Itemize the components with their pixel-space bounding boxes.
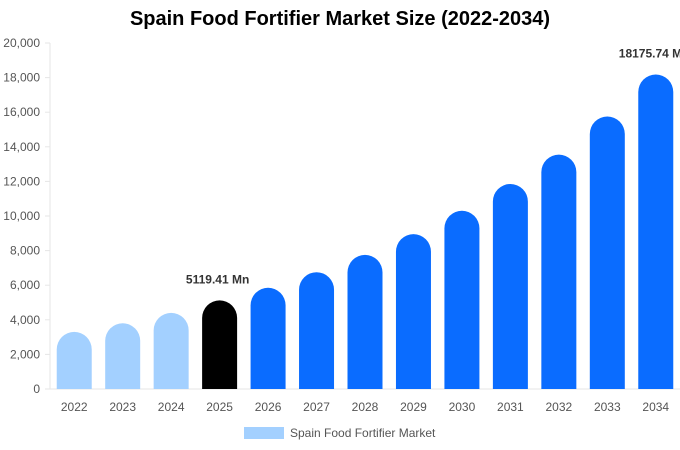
bar-2029[interactable]	[395, 234, 431, 389]
x-tick-label: 2029	[400, 400, 427, 414]
x-tick-label: 2030	[449, 400, 476, 414]
legend[interactable]: Spain Food Fortifier Market	[244, 426, 436, 440]
bar-2030[interactable]	[444, 210, 480, 389]
bar-2026[interactable]	[250, 287, 286, 389]
data-label-2034: 18175.74 Mn	[619, 47, 680, 61]
x-tick-label: 2022	[61, 400, 88, 414]
y-tick-label: 6,000	[10, 278, 40, 292]
x-tick-label: 2031	[497, 400, 524, 414]
chart-title: Spain Food Fortifier Market Size (2022-2…	[129, 8, 551, 30]
y-tick-label: 10,000	[3, 209, 40, 223]
x-tick-label: 2024	[158, 400, 185, 414]
x-tick-label: 2027	[303, 400, 330, 414]
bar-2034[interactable]	[638, 74, 674, 390]
x-tick-label: 2032	[545, 400, 572, 414]
bar-2025[interactable]	[202, 300, 238, 389]
x-tick-label: 2034	[642, 400, 669, 414]
x-axis-ticks: 2022 2023 2024 2025 2026 2027 2028 2029 2030 2031…	[61, 400, 670, 414]
x-tick-label: 2026	[255, 400, 282, 414]
bar-2032[interactable]	[541, 154, 577, 389]
y-tick-label: 2,000	[10, 347, 40, 361]
data-label-2025: 5119.41 Mn	[186, 272, 249, 286]
x-tick-label: 2023	[109, 400, 136, 414]
legend-swatch[interactable]	[244, 427, 284, 439]
y-tick-label: 0	[33, 382, 40, 396]
bar-2023[interactable]	[105, 323, 141, 389]
y-tick-label: 18,000	[3, 71, 40, 85]
bar-2031[interactable]	[492, 183, 528, 389]
bar-2027[interactable]	[299, 272, 335, 389]
y-tick-label: 4,000	[10, 313, 40, 327]
y-tick-label: 8,000	[10, 244, 40, 258]
y-axis-ticks: 0 2,000 4,000 6,000 8,000 10,000 12,000 14,000 1…	[3, 36, 50, 396]
x-tick-label: 2028	[352, 400, 379, 414]
y-tick-label: 12,000	[3, 174, 40, 188]
x-tick-label: 2033	[594, 400, 621, 414]
bars-group	[56, 74, 674, 390]
bar-2024[interactable]	[153, 312, 189, 389]
y-tick-label: 16,000	[3, 105, 40, 119]
y-tick-label: 20,000	[3, 36, 40, 50]
bar-2033[interactable]	[589, 116, 625, 389]
bar-2028[interactable]	[347, 254, 383, 389]
y-tick-label: 14,000	[3, 140, 40, 154]
legend-label[interactable]: Spain Food Fortifier Market	[290, 426, 436, 440]
x-tick-label: 2025	[206, 400, 233, 414]
bar-2022[interactable]	[56, 331, 92, 389]
data-labels: 5119.41 Mn 18175.74 Mn	[186, 47, 680, 287]
